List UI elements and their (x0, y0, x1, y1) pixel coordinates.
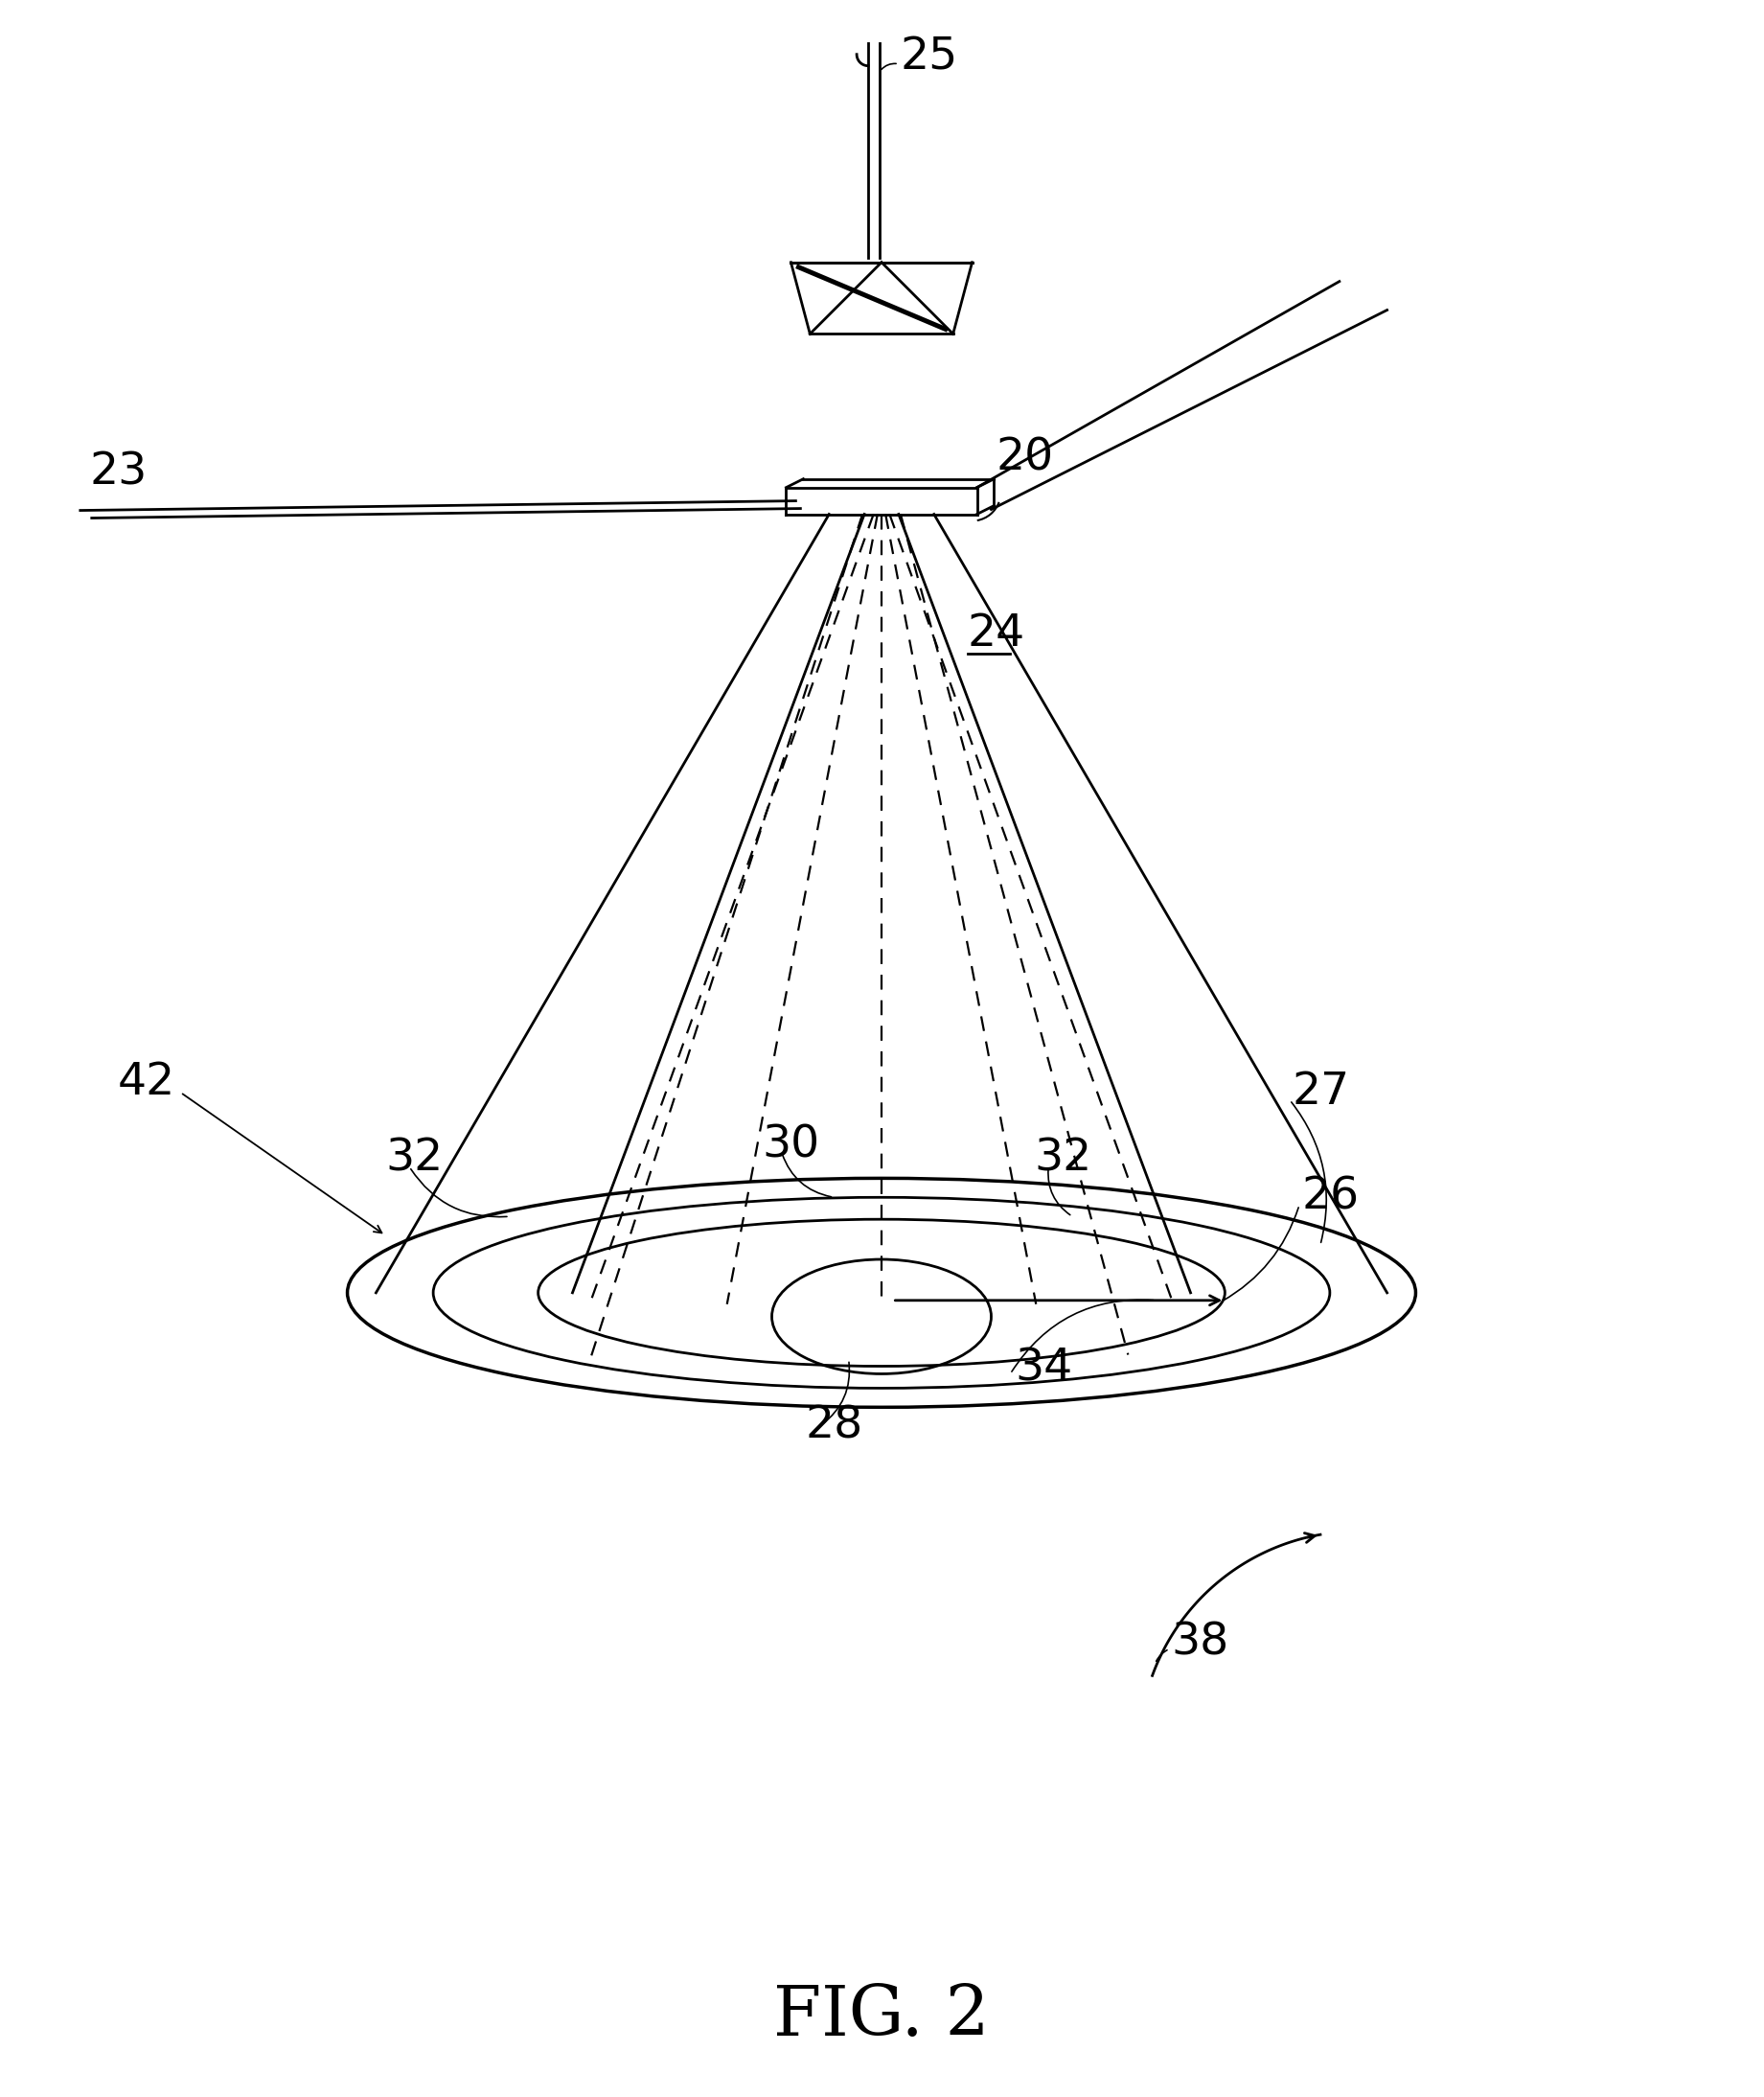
Text: 38: 38 (1171, 1621, 1230, 1663)
Text: 20: 20 (997, 436, 1053, 480)
Text: 25: 25 (901, 36, 958, 80)
Text: 34: 34 (1014, 1348, 1073, 1390)
Text: FIG. 2: FIG. 2 (773, 1982, 990, 2049)
Text: 42: 42 (118, 1061, 176, 1105)
Text: 28: 28 (804, 1405, 863, 1447)
Text: 30: 30 (762, 1124, 820, 1166)
Text: 23: 23 (90, 451, 148, 493)
Text: 32: 32 (386, 1137, 443, 1181)
Text: 32: 32 (1034, 1137, 1092, 1181)
Text: 26: 26 (1302, 1176, 1358, 1218)
Text: 24: 24 (967, 612, 1025, 656)
Text: 27: 27 (1291, 1072, 1349, 1114)
